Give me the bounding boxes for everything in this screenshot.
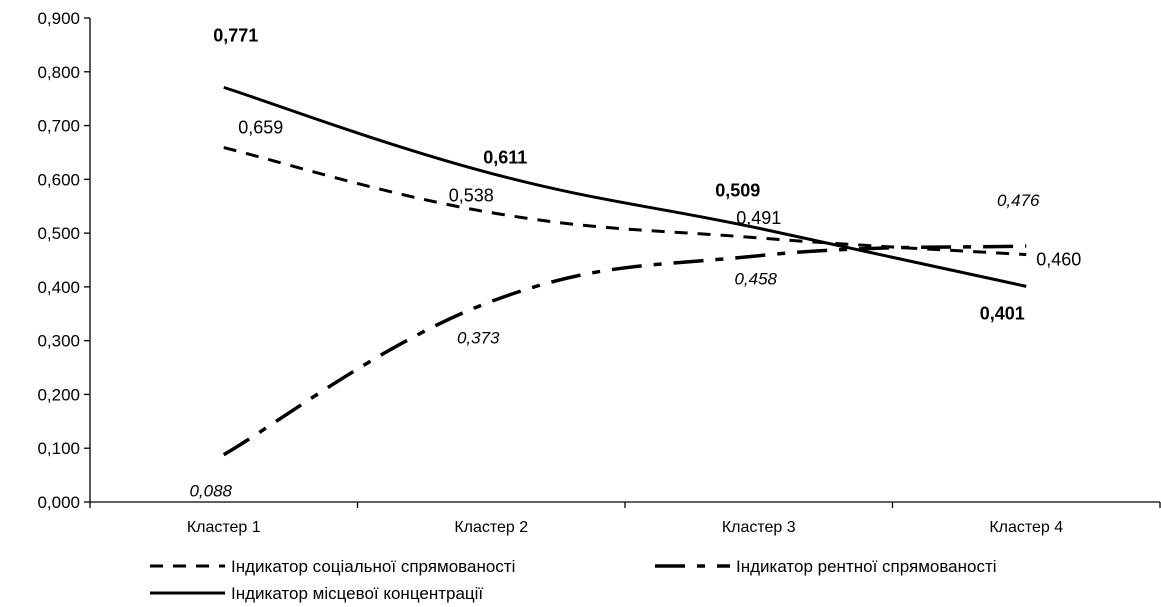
y-tick-label: 0,600 [37,170,80,189]
data-label-social: 0,659 [238,118,283,138]
y-tick-label: 0,100 [37,439,80,458]
data-label-social: 0,538 [449,186,494,206]
x-category-label: Кластер 4 [989,519,1063,536]
series-line-social [223,146,1027,257]
y-tick-label: 0,500 [37,224,80,243]
data-label-local: 0,611 [483,147,527,167]
y-tick-label: 0,300 [37,332,80,351]
data-labels: 0,659 0,538 0,491 0,460 0,088 0,373 0,458 0,476… [189,25,1081,500]
x-category-label: Кластер 1 [187,519,261,536]
data-label-local: 0,771 [213,25,258,45]
x-category-label: Кластер 3 [722,519,796,536]
y-tick-label: 0,400 [37,278,80,297]
data-label-local: 0,401 [980,303,1025,323]
legend: Індикатор соціальної спрямованості Індика… [150,557,997,603]
y-tick-label: 0,700 [37,117,80,136]
legend-label-social: Індикатор соціальної спрямованості [231,557,515,576]
y-tick-label: 0,900 [37,9,80,28]
y-tick-label: 0,000 [37,493,80,512]
axes: 0,000 0,100 0,200 0,300 0,400 0,500 0,600 0,700… [37,9,1161,536]
data-label-rent: 0,088 [189,482,232,501]
legend-label-local: Індикатор місцевої концентрації [231,584,483,603]
series-line-local [223,85,1027,288]
y-tick-label: 0,200 [37,385,80,404]
data-label-social: 0,460 [1036,250,1081,270]
x-category-label: Кластер 2 [454,519,528,536]
data-label-social: 0,491 [736,208,781,228]
data-label-local: 0,509 [715,180,760,200]
data-label-rent: 0,458 [734,270,777,289]
legend-label-rent: Індикатор рентної спрямованості [736,557,997,576]
data-label-rent: 0,476 [997,191,1040,210]
series-line-rent [222,244,1027,457]
data-label-rent: 0,373 [457,328,500,347]
series-lines [222,85,1027,457]
y-tick-label: 0,800 [37,63,80,82]
